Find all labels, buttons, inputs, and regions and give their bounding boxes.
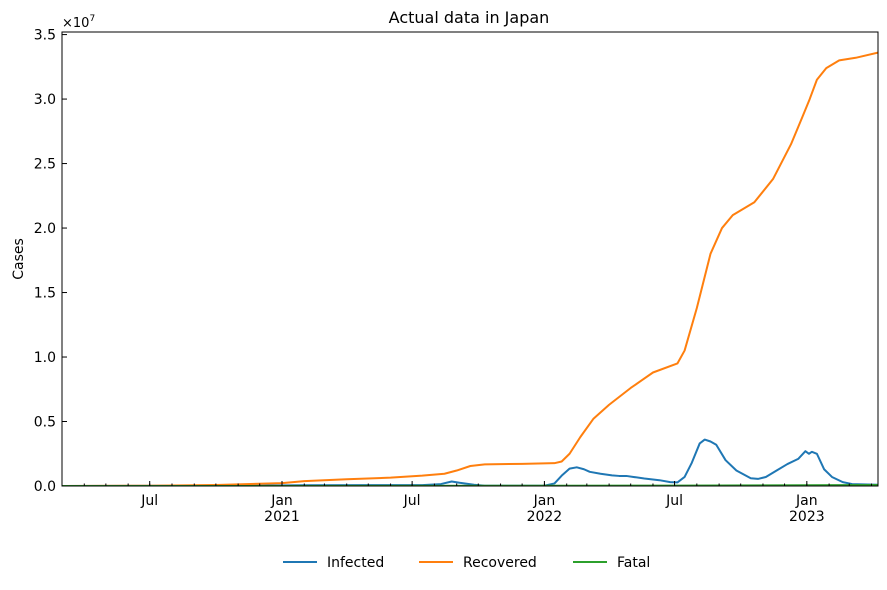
- x-tick-label: Jul: [140, 493, 158, 509]
- x-tick-year-label: 2021: [264, 509, 300, 525]
- x-tick-label: Jul: [665, 493, 683, 509]
- y-multiplier-base: ×10: [62, 16, 89, 31]
- x-tick-label: Jan: [795, 493, 818, 509]
- series-line-recovered: [62, 51, 878, 486]
- y-tick-label: 1.5: [34, 286, 56, 302]
- y-tick-label: 2.0: [34, 221, 56, 237]
- legend-label-recovered: Recovered: [463, 555, 537, 571]
- y-multiplier-label: ×107: [62, 14, 95, 31]
- y-tick-label: 0.5: [34, 415, 56, 431]
- y-tick-label: 3.5: [34, 28, 56, 44]
- legend: Infected Recovered Fatal: [283, 555, 650, 571]
- y-tick-label: 2.5: [34, 157, 56, 173]
- legend-label-fatal: Fatal: [617, 555, 650, 571]
- y-multiplier-exponent: 7: [89, 14, 95, 24]
- legend-label-infected: Infected: [327, 555, 384, 571]
- y-tick-label: 1.0: [34, 350, 56, 366]
- y-tick-label: 0.0: [34, 479, 56, 495]
- x-tick-year-label: 2023: [789, 509, 825, 525]
- y-axis-label: Cases: [11, 238, 27, 280]
- chart-title: Actual data in Japan: [389, 8, 550, 27]
- y-tick-label: 3.0: [34, 92, 56, 108]
- x-tick-year-label: 2022: [527, 509, 563, 525]
- series-line-infected: [62, 438, 878, 486]
- series-layer: [62, 51, 878, 486]
- x-tick-label: Jan: [533, 493, 556, 509]
- plot-frame: [61, 31, 879, 487]
- x-tick-label: Jul: [403, 493, 421, 509]
- x-tick-label: Jan: [270, 493, 293, 509]
